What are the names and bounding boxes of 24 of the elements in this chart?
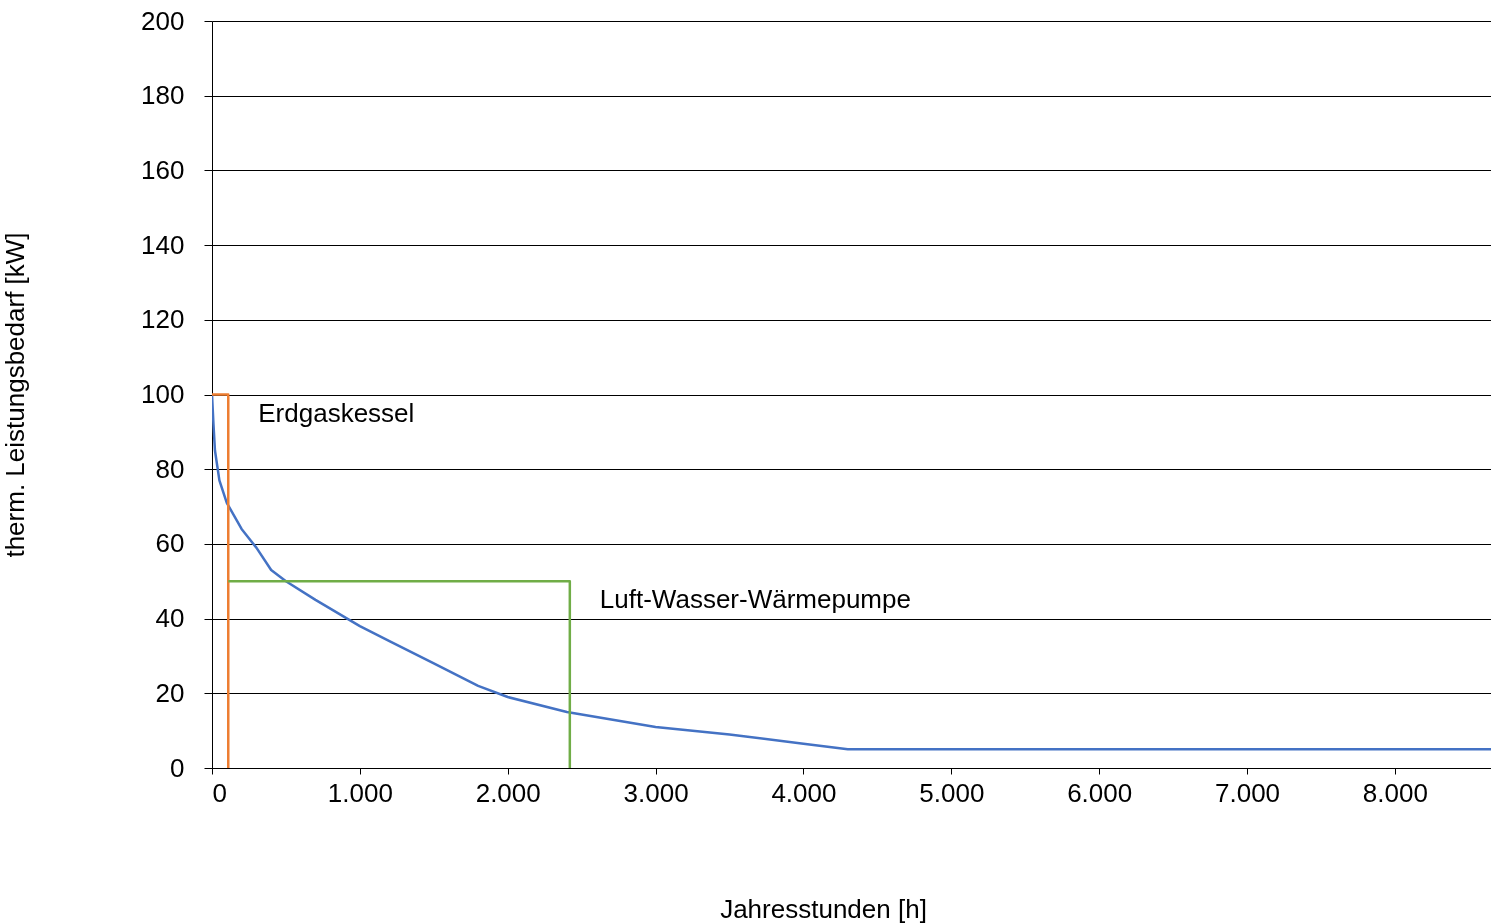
y-tick-label: 180 (141, 80, 185, 111)
y-tick-label: 120 (141, 304, 185, 335)
x-axis-title: Jahresstunden [h] (720, 893, 927, 924)
y-axis-title: therm. Leistungsbedarf [kW] (0, 232, 30, 558)
series-label: Erdgaskessel (258, 397, 415, 428)
x-tick-label: 7.000 (1214, 777, 1281, 808)
x-tick-label: 3.000 (623, 777, 689, 808)
y-tick-label: 100 (141, 379, 185, 409)
y-tick-label: 20 (155, 677, 185, 708)
y-tick-label: 60 (155, 528, 185, 559)
x-tick-label: 5.000 (919, 777, 985, 808)
series-label: Luft-Wasser-Wärmepumpe (599, 584, 911, 615)
y-tick-label: 140 (141, 229, 185, 260)
x-tick-label: 2.000 (475, 777, 541, 808)
y-tick-label: 160 (141, 154, 185, 185)
x-tick-label: 8.000 (1362, 777, 1428, 808)
x-tick-label: 0 (212, 777, 227, 808)
x-tick-label: 4.000 (771, 777, 837, 808)
x-tick-label: 6.000 (1067, 777, 1133, 808)
x-tick-label: 1.000 (327, 777, 393, 808)
y-tick-label: 40 (155, 603, 185, 634)
y-tick-label: 0 (170, 752, 185, 783)
y-tick-label: 200 (141, 5, 185, 36)
y-tick-label: 80 (155, 453, 185, 484)
